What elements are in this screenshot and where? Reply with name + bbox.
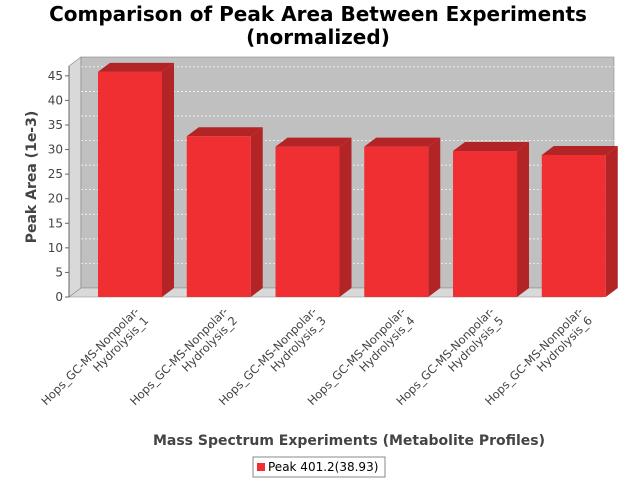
bar-front: [186, 136, 251, 297]
chart-title-line1: Comparison of Peak Area Between Experime…: [49, 2, 587, 26]
bar-2: [186, 127, 263, 297]
bar-top: [98, 62, 174, 72]
y-tick-label: 20: [48, 192, 63, 206]
y-axis-ticks: 0 5 10 15 20 25 30 35 40 45: [48, 66, 70, 304]
bar-front: [453, 151, 518, 297]
legend-swatch: [257, 463, 265, 471]
bar-front: [275, 146, 340, 297]
bar-front: [541, 154, 606, 297]
bar-top: [186, 127, 263, 137]
legend-label: Peak 401.2(38.93): [268, 460, 378, 474]
bar-3: [275, 137, 352, 297]
bar-4: [364, 137, 441, 297]
y-axis-label: Peak Area (1e-3): [24, 111, 40, 244]
bar-top: [453, 142, 530, 152]
bar-side: [339, 137, 352, 297]
legend: Peak 401.2(38.93): [252, 456, 386, 478]
y-tick-label: 30: [48, 143, 63, 157]
bar-top: [541, 145, 618, 155]
bar-side: [517, 142, 530, 297]
bar-side: [428, 137, 441, 297]
bar-5: [453, 142, 530, 297]
y-tick-label: 5: [55, 265, 63, 279]
y-tick-label: 0: [55, 290, 63, 304]
bar-6: [541, 145, 618, 297]
bar-side: [605, 145, 618, 297]
bar-1: [98, 62, 174, 297]
bar-top: [275, 137, 352, 147]
y-tick-label: 45: [48, 69, 63, 83]
x-axis-label: Mass Spectrum Experiments (Metabolite Pr…: [153, 433, 545, 449]
y-tick-label: 25: [48, 167, 63, 181]
y-tick-label: 15: [48, 216, 63, 230]
y-tick-label: 10: [48, 241, 63, 255]
legend-box: [252, 456, 386, 478]
y-tick-label: 40: [48, 93, 63, 107]
bar-side: [250, 127, 263, 297]
chart-title-line2: (normalized): [246, 25, 390, 49]
bar-top: [364, 137, 441, 147]
bars-group: [98, 62, 618, 297]
bar-side: [162, 62, 174, 297]
bar-front: [364, 146, 429, 297]
plot-left-wall: [68, 56, 82, 298]
x-axis-category-labels: Hops_GC-MS-Nonpolar-Hydrolysis_1Hops_GC-…: [38, 304, 595, 408]
bar-front: [98, 71, 162, 297]
y-tick-label: 35: [48, 118, 63, 132]
